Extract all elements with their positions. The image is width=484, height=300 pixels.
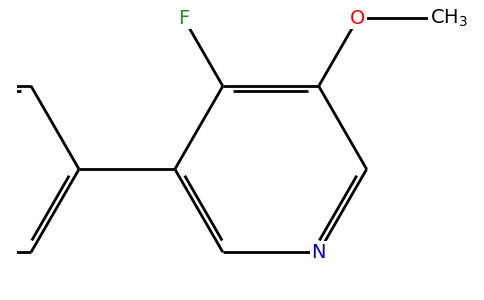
Text: N: N: [311, 243, 326, 262]
Text: F: F: [178, 9, 189, 28]
Text: CH$_3$: CH$_3$: [430, 8, 468, 29]
Text: O: O: [350, 9, 366, 28]
